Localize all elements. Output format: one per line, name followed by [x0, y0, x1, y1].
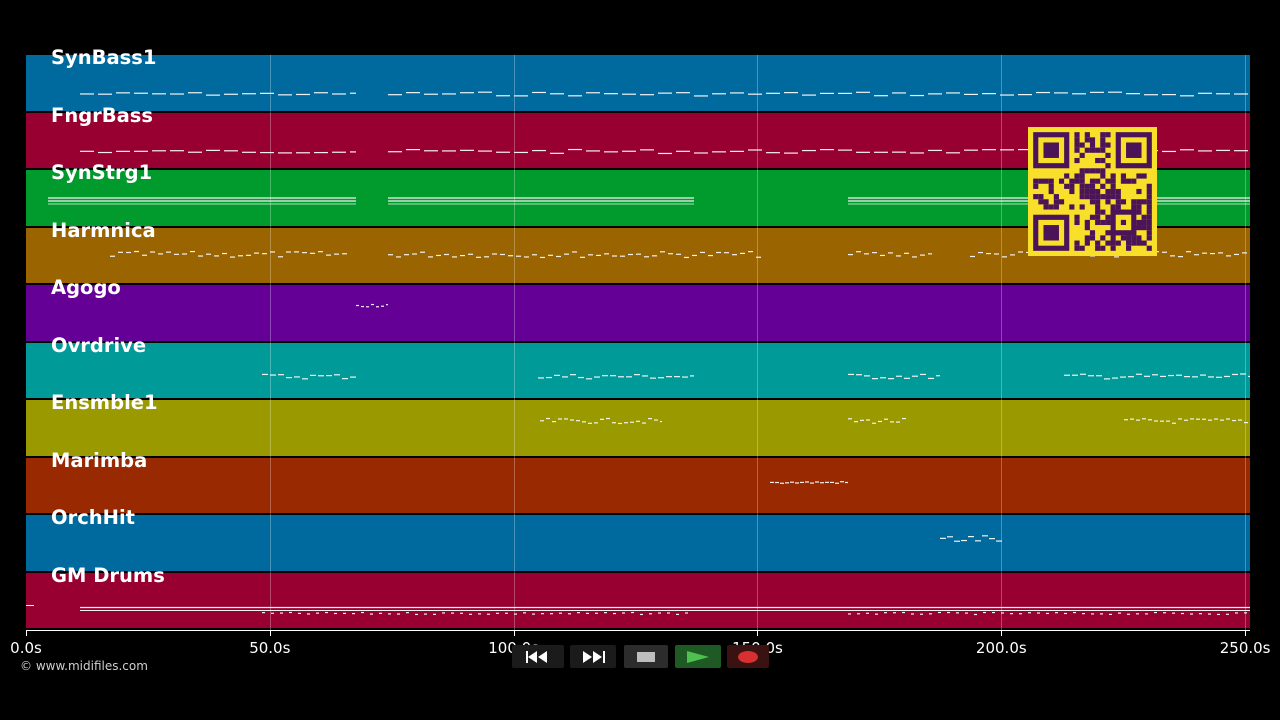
stop-button[interactable] [624, 645, 668, 668]
track-label: FngrBass [51, 103, 154, 127]
track-label: SynStrg1 [51, 161, 153, 184]
track-row: SynBass1 [26, 46, 1250, 113]
track-label: SynBass1 [51, 46, 157, 69]
qr-code-icon [1028, 127, 1157, 256]
axis-tick-label: 250.0s [1219, 639, 1271, 657]
track-label: Marimba [51, 448, 148, 472]
record-icon [738, 650, 758, 663]
track-row: Harmnica [26, 219, 1250, 285]
fast-forward-icon [583, 650, 605, 663]
gridline [1245, 55, 1247, 630]
track-label: Agogo [51, 276, 121, 299]
axis-tick [1245, 630, 1247, 636]
track-row: Ovrdrive [26, 334, 1250, 400]
track-label: Harmnica [51, 218, 156, 242]
fast-forward-button[interactable] [570, 645, 616, 668]
rewind-icon [526, 650, 547, 663]
axis-tick-label: 0.0s [10, 639, 42, 657]
gridline [757, 55, 759, 630]
gridline [269, 55, 271, 630]
axis-tick [513, 630, 515, 636]
time-axis [26, 630, 1250, 631]
track-row: GM Drums [26, 564, 1250, 630]
record-button[interactable] [727, 645, 769, 668]
gridline [1001, 55, 1003, 630]
track-row: OrchHit [26, 506, 1250, 573]
note-layer [26, 91, 1250, 616]
track-label: Ovrdrive [51, 333, 147, 357]
gridline [513, 55, 515, 630]
copyright-text: © www.midifiles.com [20, 659, 148, 673]
track-label: Ensmble1 [51, 391, 158, 414]
rewind-button[interactable] [512, 645, 564, 668]
play-button[interactable] [675, 645, 721, 668]
axis-tick [757, 630, 759, 636]
stop-icon [637, 651, 655, 662]
axis-tick-label: 50.0s [249, 639, 291, 657]
track-row: Ensmble1 [26, 391, 1250, 458]
axis-tick [269, 630, 271, 636]
play-icon [687, 650, 709, 663]
track-label: GM Drums [51, 563, 165, 587]
axis-tick-label: 200.0s [975, 639, 1027, 657]
axis-tick [26, 630, 27, 636]
track-label: OrchHit [51, 506, 135, 529]
axis-tick [1001, 630, 1003, 636]
transport-controls [512, 643, 770, 670]
track-row: Agogo [26, 276, 1250, 343]
track-row: Marimba [26, 449, 1250, 515]
